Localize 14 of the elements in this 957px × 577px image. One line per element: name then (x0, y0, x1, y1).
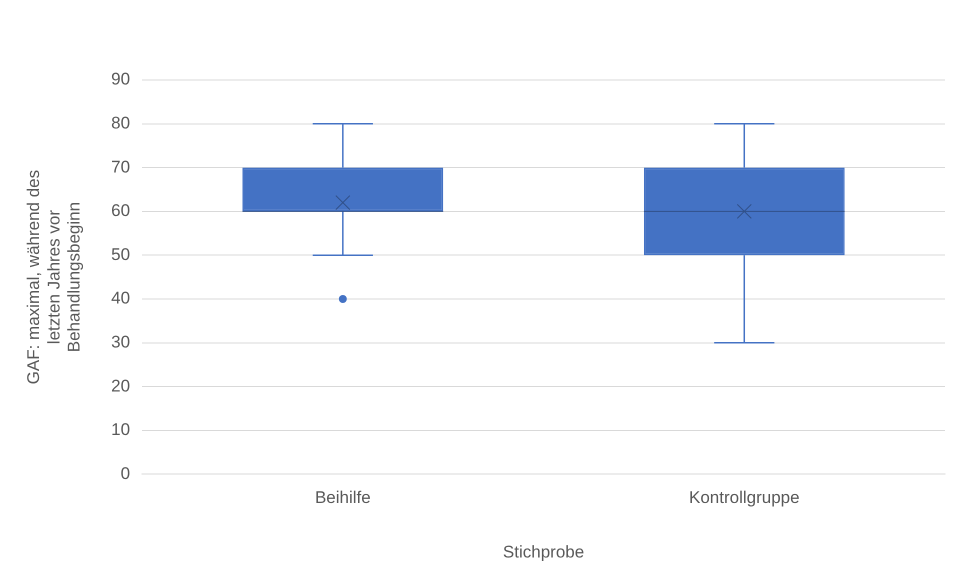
y-tick-label: 70 (111, 157, 130, 176)
y-tick-label: 80 (111, 113, 130, 132)
y-tick-label: 30 (111, 332, 130, 352)
y-tick-label: 90 (111, 70, 130, 89)
x-axis-title: Stichprobe (502, 542, 584, 562)
y-tick-label: 60 (111, 201, 130, 220)
y-tick-label: 0 (120, 464, 130, 483)
x-tick-label: Beihilfe (314, 488, 371, 508)
y-tick-label: 40 (111, 288, 130, 308)
y-tick-label: 50 (111, 244, 130, 264)
y-tick-label: 20 (111, 376, 130, 396)
y-axis-title: GAF: maximal, während des letzten Jahres vor Behandlungsbeginn (24, 170, 84, 384)
x-tick-label: Kontrollgruppe (688, 488, 800, 508)
y-tick-label: 10 (111, 420, 130, 440)
